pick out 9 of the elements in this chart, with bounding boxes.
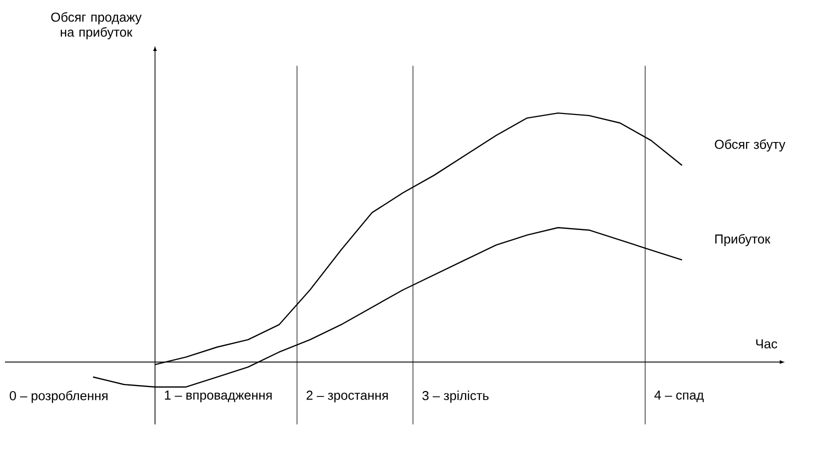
x-axis-title: Час <box>756 339 778 348</box>
text: 1 – впровадження <box>164 390 272 402</box>
text: 4 – спад <box>654 390 704 402</box>
text: Обсяг продажу на прибуток <box>51 12 142 40</box>
text: Обсяг збуту <box>714 139 786 152</box>
text: 2 – зростання <box>306 390 388 402</box>
text: 0 – розроблення <box>10 390 108 403</box>
text: Прибуток <box>715 234 770 246</box>
text: 3 – зрілість <box>422 390 489 403</box>
